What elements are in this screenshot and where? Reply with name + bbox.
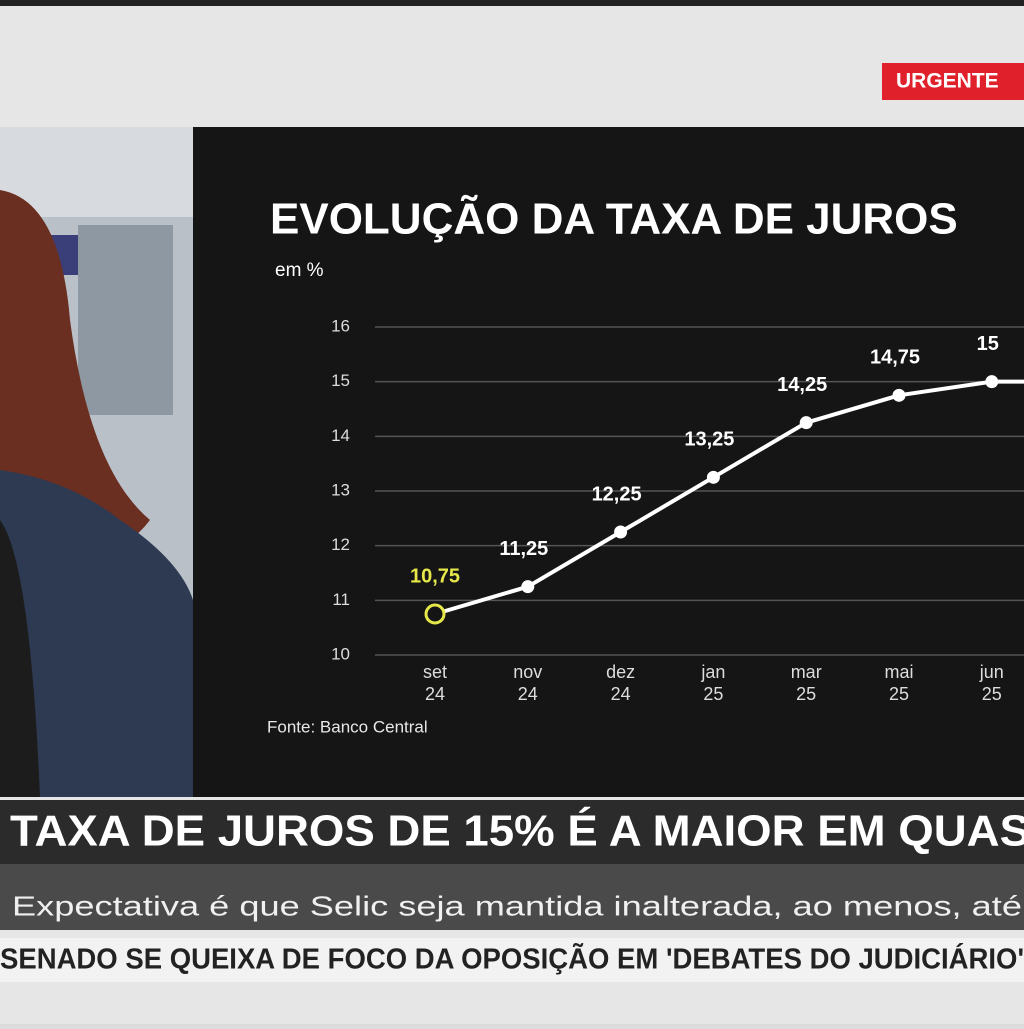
x-tick-label: mai 25 — [884, 662, 913, 704]
subheadline-bar — [0, 864, 1024, 930]
value-label: 15 — [977, 333, 999, 355]
y-tick-label: 10 — [331, 644, 350, 663]
line — [434, 379, 1024, 616]
source: Fonte: Banco Central — [267, 717, 428, 736]
value-label: 13,25 — [684, 429, 734, 451]
x-tick-label: jan 25 — [700, 662, 725, 704]
x-tick-label: set 24 — [423, 662, 447, 704]
subheadline: Expectativa é que Selic seja mantida ina… — [12, 890, 1022, 921]
headline: TAXA DE JUROS DE 15% É A MAIOR EM QUAS — [10, 806, 1024, 856]
value-label: 14,25 — [777, 374, 827, 396]
chart-panel — [193, 127, 1024, 797]
chart: EVOLUÇÃO DA TAXA DE JUROS em % Fonte: Ba… — [267, 194, 1024, 736]
x-tick-label: mar 25 — [791, 662, 822, 704]
point — [706, 470, 720, 484]
x-tick-label: nov 24 — [513, 662, 542, 704]
point — [614, 525, 628, 539]
reporter-video — [0, 127, 193, 797]
x-tick-label: dez 24 — [606, 662, 635, 704]
y-tick-label: 14 — [331, 426, 350, 445]
y-tick-label: 11 — [332, 590, 350, 609]
value-label: 12,25 — [592, 483, 642, 505]
point — [521, 580, 535, 594]
highlight-point — [424, 603, 446, 625]
ticker: SENADO SE QUEIXA DE FOCO DA OPOSIÇÃO EM … — [0, 942, 1024, 976]
chart-title: EVOLUÇÃO DA TAXA DE JUROS — [270, 194, 958, 244]
x-tick-label: jun 25 — [979, 662, 1004, 704]
urgent-box — [882, 63, 1024, 100]
top-edge — [0, 0, 1024, 6]
y-tick-label: 15 — [331, 371, 350, 390]
y-axis-label: em % — [275, 260, 324, 281]
y-tick-label: 12 — [331, 535, 350, 554]
value-label: 10,75 — [410, 565, 460, 587]
value-label: 11,25 — [499, 538, 548, 560]
headline-bar — [0, 800, 1024, 864]
point — [799, 416, 813, 430]
y-tick-label: 16 — [331, 316, 350, 335]
point — [985, 375, 999, 389]
ticker-bar — [0, 938, 1024, 982]
value-label: 14,75 — [870, 347, 920, 369]
y-tick-label: 13 — [331, 480, 350, 499]
point — [892, 388, 906, 402]
urgent-label: URGENTE — [896, 70, 999, 93]
